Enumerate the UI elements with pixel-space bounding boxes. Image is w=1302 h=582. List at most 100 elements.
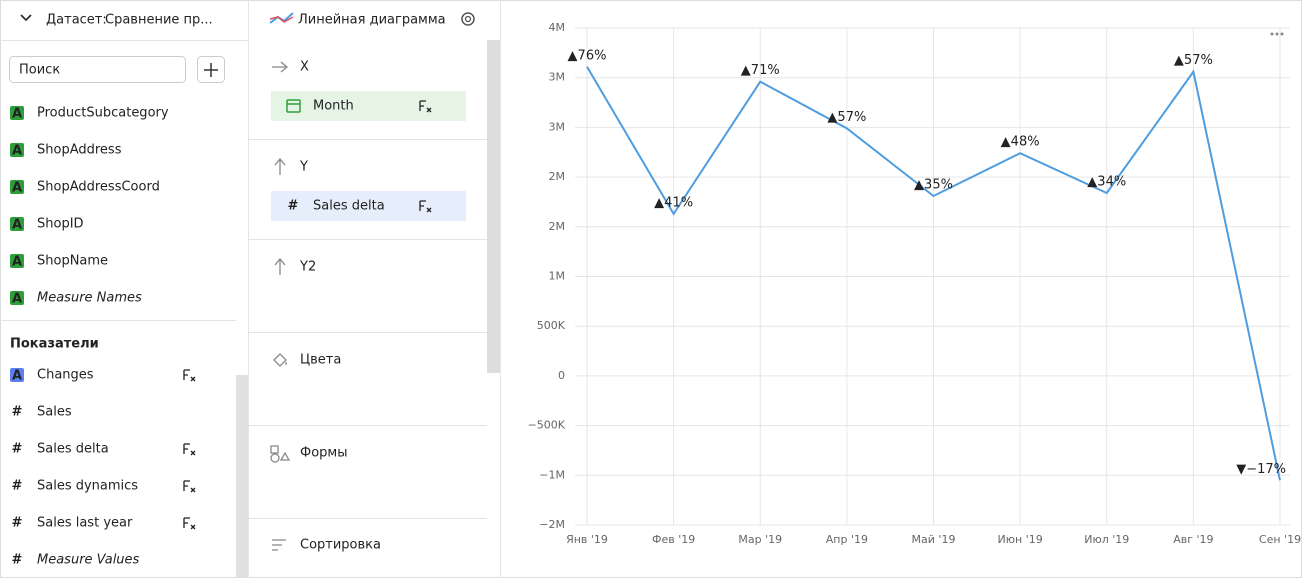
- section-icon: [274, 157, 286, 175]
- data-annotation: ▲71%: [741, 63, 780, 78]
- type-icon: A: [12, 255, 22, 270]
- section-title: Цвета: [300, 353, 341, 368]
- data-annotation: ▲34%: [1087, 175, 1126, 190]
- section-icon: [272, 539, 286, 551]
- settings-icon[interactable]: [461, 12, 475, 26]
- field-name[interactable]: ShopName: [37, 254, 108, 269]
- type-badge: [10, 368, 24, 382]
- x-tick-label: Мар '19: [738, 533, 782, 546]
- formula-icon: [183, 517, 196, 530]
- field-name[interactable]: Sales: [37, 405, 72, 420]
- section-title: Формы: [300, 446, 347, 461]
- type-badge: [10, 143, 24, 157]
- section-title: Y2: [299, 260, 316, 275]
- field-name[interactable]: Measure Names: [37, 291, 142, 306]
- settings-icon: [464, 15, 472, 23]
- line: [586, 66, 1281, 481]
- field-name[interactable]: ShopID: [37, 217, 84, 232]
- type-icon: A: [12, 369, 22, 384]
- y-tick-label: 0: [558, 369, 565, 382]
- section-title: X: [300, 60, 309, 75]
- type-icon: #: [288, 199, 299, 214]
- plus-icon: [204, 63, 218, 77]
- x-tick-label: Авг '19: [1173, 533, 1213, 546]
- type-badge: [10, 291, 24, 305]
- x-tick-label: Июн '19: [998, 533, 1043, 546]
- data-annotation: ▲57%: [1174, 53, 1213, 68]
- type-icon: #: [12, 553, 23, 568]
- formula-icon: [183, 443, 196, 456]
- field-name[interactable]: Sales last year: [37, 516, 133, 531]
- x-tick-label: Июл '19: [1084, 533, 1129, 546]
- field-name[interactable]: ShopAddress: [37, 143, 122, 158]
- type-badge: [10, 254, 24, 268]
- y-tick-label: 3M: [549, 120, 566, 133]
- x-tick-label: Май '19: [912, 533, 956, 546]
- type-icon: #: [12, 442, 23, 457]
- type-icon: #: [12, 516, 23, 531]
- y-tick-label: −1M: [539, 468, 565, 481]
- y-tick-label: 2M: [549, 170, 566, 183]
- type-icon: A: [12, 144, 22, 159]
- field-name[interactable]: ShopAddressCoord: [37, 180, 160, 195]
- item-name: Month: [313, 99, 354, 114]
- y-tick-label: 2M: [549, 220, 566, 233]
- type-icon: A: [12, 181, 22, 196]
- field-name[interactable]: Changes: [37, 368, 94, 383]
- dataset-name[interactable]: Сравнение пр...: [105, 13, 213, 28]
- type-icon: A: [12, 292, 22, 307]
- y-tick-label: −2M: [539, 518, 565, 531]
- chart-type[interactable]: Линейная диаграмма: [298, 13, 446, 28]
- y-tick-label: 500K: [537, 319, 566, 332]
- data-annotation: ▲76%: [568, 48, 607, 63]
- x-tick-label: Фев '19: [652, 533, 695, 546]
- menu-dots[interactable]: [1270, 32, 1284, 36]
- y-tick-label: 4M: [549, 21, 566, 34]
- x-tick-label: Янв '19: [566, 533, 608, 546]
- field-name[interactable]: ProductSubcategory: [37, 106, 169, 121]
- section-title: Y: [299, 160, 308, 175]
- y-tick-label: 1M: [549, 270, 566, 283]
- data-annotation: ▲35%: [914, 177, 953, 192]
- section-title: Показатели: [10, 337, 99, 352]
- collapse-icon[interactable]: [20, 14, 32, 22]
- data-annotation: ▲41%: [654, 195, 693, 210]
- y-tick-label: 3M: [549, 71, 566, 84]
- type-badge: [10, 217, 24, 231]
- type-badge: [10, 180, 24, 194]
- type-icon: A: [12, 107, 22, 122]
- type-icon: #: [12, 405, 23, 420]
- field-name[interactable]: Sales delta: [37, 442, 109, 457]
- chart-type-icon: [269, 16, 294, 23]
- scrollbar[interactable]: [236, 375, 248, 578]
- date-icon: [286, 99, 301, 113]
- item-name: Sales delta: [313, 199, 385, 214]
- data-annotation: ▲57%: [827, 110, 866, 125]
- dataset-label: Датасет:: [46, 13, 107, 28]
- search-placeholder: Поиск: [19, 63, 60, 78]
- section-icon: [272, 61, 289, 73]
- field-name[interactable]: Sales dynamics: [37, 479, 138, 494]
- placeholder-item[interactable]: [271, 191, 466, 221]
- search-input[interactable]: [9, 56, 186, 83]
- type-badge: [10, 106, 24, 120]
- section-title: Сортировка: [300, 538, 381, 553]
- section-icon: [274, 257, 286, 275]
- x-tick-label: Сен '19: [1259, 533, 1301, 546]
- scrollbar[interactable]: [487, 40, 500, 373]
- x-tick-label: Апр '19: [826, 533, 868, 546]
- data-annotation: ▲48%: [1001, 135, 1040, 150]
- type-icon: #: [12, 479, 23, 494]
- data-annotation: ▼−17%: [1236, 462, 1286, 477]
- formula-icon: [419, 200, 432, 213]
- section-icon: [273, 353, 287, 367]
- formula-icon: [183, 369, 196, 382]
- section-icon: [270, 445, 291, 463]
- y-tick-label: −500K: [528, 419, 566, 432]
- placeholder-item[interactable]: [271, 91, 466, 121]
- formula-icon: [419, 100, 432, 113]
- field-name[interactable]: Measure Values: [37, 553, 140, 568]
